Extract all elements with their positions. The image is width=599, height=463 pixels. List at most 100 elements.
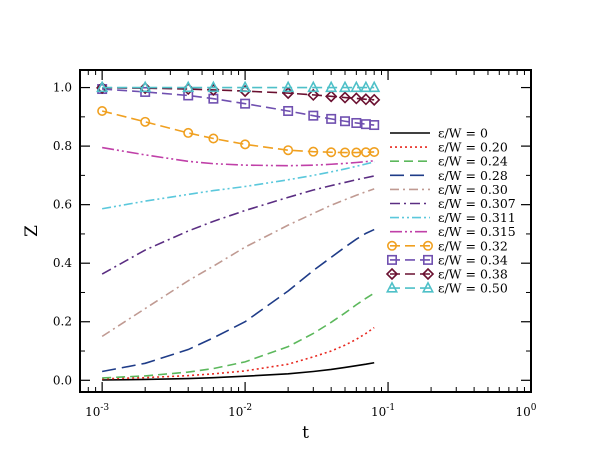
x-tick-label: 10-2	[228, 403, 252, 419]
y-tick-label: 0.6	[53, 198, 72, 212]
x-tick-label-exponent: -1	[386, 403, 395, 413]
data-point-diamond	[350, 92, 363, 105]
data-point-diamond	[307, 88, 320, 102]
data-point-triangle	[359, 80, 372, 93]
legend-label: ε/W = 0.307	[438, 196, 516, 211]
y-tick-label: 0.2	[53, 315, 72, 329]
legend-entry: ε/W = 0.28	[390, 168, 508, 183]
series-line	[101, 110, 375, 154]
legend-label: ε/W = 0.34	[438, 252, 508, 267]
data-point-square	[283, 105, 294, 116]
data-point-circle	[140, 116, 151, 127]
legend-label: ε/W = 0.32	[438, 238, 508, 253]
series-line	[101, 228, 375, 373]
y-tick-label: 0.0	[53, 373, 72, 387]
legend-label: ε/W = 0.50	[438, 281, 508, 296]
data-point-diamond	[96, 81, 109, 94]
legend-entry: ε/W = 0.50	[385, 281, 508, 296]
y-axis-label: Z	[22, 225, 42, 237]
legend-label: ε/W = 0.28	[438, 168, 508, 183]
legend: ε/W = 0ε/W = 0.20ε/W = 0.24ε/W = 0.28ε/W…	[385, 126, 516, 296]
legend-marker	[386, 240, 397, 251]
data-point-square	[308, 110, 319, 121]
legend-label: ε/W = 0.24	[438, 154, 508, 169]
series-10	[96, 81, 381, 106]
legend-marker	[385, 267, 399, 281]
data-point-diamond	[325, 90, 338, 103]
legend-entry: ε/W = 0.32	[386, 238, 508, 253]
plot-frame	[79, 69, 532, 393]
data-point-square	[351, 117, 362, 128]
data-point-triangle	[239, 80, 252, 93]
x-axis-label: t	[302, 423, 309, 443]
data-point-triangle	[307, 80, 320, 93]
data-point-square	[340, 116, 351, 127]
series-0	[102, 361, 375, 381]
legend-entry: ε/W = 0.20	[390, 140, 508, 155]
data-point-circle	[240, 139, 251, 150]
y-tick-label: 0.4	[53, 256, 72, 270]
legend-label: ε/W = 0.311	[438, 210, 516, 225]
legend-entry: ε/W = 0.30	[390, 182, 508, 197]
series-line	[102, 146, 375, 167]
data-point-diamond	[368, 93, 381, 106]
legend-entry: ε/W = 0.307	[390, 196, 516, 211]
series-11	[96, 80, 381, 93]
series-line	[101, 175, 375, 275]
data-point-circle	[340, 147, 351, 158]
data-point-triangle	[338, 80, 352, 93]
legend-marker	[422, 240, 433, 251]
legend-marker	[386, 254, 397, 265]
data-point-triangle	[368, 80, 381, 93]
legend-entry: ε/W = 0.315	[390, 224, 516, 239]
series-line	[102, 87, 375, 101]
data-point-circle	[208, 133, 219, 144]
series-line	[102, 88, 375, 126]
x-tick-label: 10-3	[85, 403, 109, 419]
data-point-diamond	[359, 93, 373, 106]
legend-entry: ε/W = 0.311	[390, 210, 516, 225]
x-tick-label-exponent: -2	[243, 403, 252, 413]
legend-marker	[421, 281, 435, 293]
legend-entry: ε/W = 0.24	[390, 154, 508, 169]
data-point-circle	[97, 105, 108, 116]
data-point-triangle	[96, 80, 109, 93]
x-tick-label-exponent: 0	[531, 403, 537, 413]
x-tick-label: 100	[515, 403, 536, 419]
series-line	[102, 161, 375, 210]
series-line	[102, 361, 375, 381]
y-tick-label: 0.8	[53, 139, 72, 153]
series-1	[102, 326, 375, 380]
data-point-diamond	[139, 82, 152, 95]
legend-label: ε/W = 0.20	[438, 140, 508, 155]
data-point-triangle	[325, 80, 338, 93]
legend-entry: ε/W = 0	[390, 126, 488, 141]
data-point-diamond	[338, 91, 352, 104]
series-7	[102, 146, 375, 167]
data-point-square	[240, 98, 251, 109]
data-point-triangle	[182, 80, 195, 93]
data-point-circle	[308, 146, 319, 157]
series-line	[101, 188, 375, 338]
legend-label: ε/W = 0.315	[438, 224, 516, 239]
legend-marker	[385, 281, 399, 293]
data-point-circle	[283, 145, 294, 156]
legend-label: ε/W = 0.38	[438, 267, 508, 282]
series-2	[102, 292, 375, 379]
series-layer	[96, 80, 381, 381]
series-line	[102, 326, 375, 380]
data-point-triangle	[207, 80, 220, 93]
legend-marker	[422, 254, 433, 265]
y-tick-label: 1.0	[53, 81, 72, 95]
data-point-circle	[369, 146, 380, 157]
series-4	[101, 188, 375, 338]
legend-label: ε/W = 0.30	[438, 182, 508, 197]
legend-entry: ε/W = 0.34	[386, 252, 508, 267]
legend-entry: ε/W = 0.38	[385, 267, 508, 282]
series-6	[102, 161, 375, 210]
data-point-circle	[183, 127, 194, 138]
data-point-square	[326, 113, 337, 124]
legend-marker	[421, 267, 435, 281]
x-tick-label-exponent: -3	[100, 403, 109, 413]
